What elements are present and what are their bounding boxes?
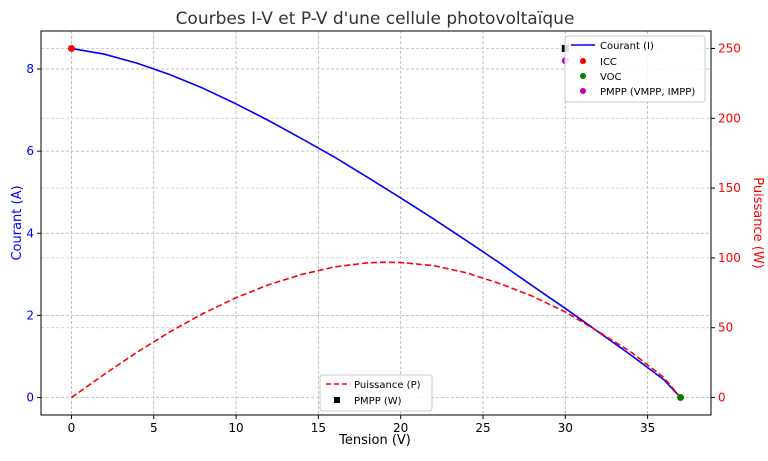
legend-pmpp-w-marker [334,397,340,403]
x-tick-label: 20 [393,421,408,435]
legend-power-label: Puissance (P) [354,380,421,391]
y-left-tick-label: 8 [26,62,34,76]
y-left-tick-label: 2 [26,308,34,322]
point-icc [67,44,75,52]
legend-pmpp-w-label: PMPP (W) [354,396,402,407]
x-tick-label: 0 [68,421,76,435]
legend-current-label: Courant (I) [600,41,654,52]
chart-title: Courbes I-V et P-V d'une cellule photovo… [176,9,575,29]
y-right-tick-label: 50 [718,321,733,335]
y-left-tick-label: 4 [26,226,34,240]
legend-pmpp-marker [580,88,586,94]
y-right-tick-label: 0 [718,391,726,405]
x-axis-label: Tension (V) [338,433,411,448]
y-right-tick-label: 150 [718,181,741,195]
x-tick-label: 35 [640,421,655,435]
point-voc [677,394,685,402]
x-tick-label: 15 [311,421,326,435]
y-right-tick-label: 100 [718,251,741,265]
y-left-axis-ticks: 0 2 4 6 8 [26,62,41,405]
legend-voc-label: VOC [600,72,622,83]
x-tick-label: 25 [475,421,490,435]
y-right-tick-label: 250 [718,41,741,55]
x-tick-label: 10 [228,421,243,435]
y-left-axis-label: Courant (A) [10,185,25,260]
legend-icc-label: ICC [600,57,617,68]
legend-upper-right: Courant (I) ICC VOC PMPP (VMPP, IMPP) [564,35,706,103]
y-right-axis-ticks: 0 50 100 150 200 250 [711,41,741,405]
power-series-line [70,261,682,399]
legend-voc-marker [580,73,586,79]
legend-lower-center: Puissance (P) PMPP (W) [319,374,433,412]
y-right-tick-label: 200 [718,111,741,125]
y-left-tick-label: 6 [26,144,34,158]
y-left-tick-label: 0 [26,391,34,405]
series-layer [70,47,682,399]
legend-pmpp-label: PMPP (VMPP, IMPP) [600,87,695,98]
x-axis-ticks: 0 5 10 15 20 25 30 35 [68,415,655,435]
y-right-axis-label: Puissance (W) [750,177,765,269]
x-tick-label: 5 [150,421,158,435]
legend-icc-marker [580,58,586,64]
x-tick-label: 30 [558,421,573,435]
